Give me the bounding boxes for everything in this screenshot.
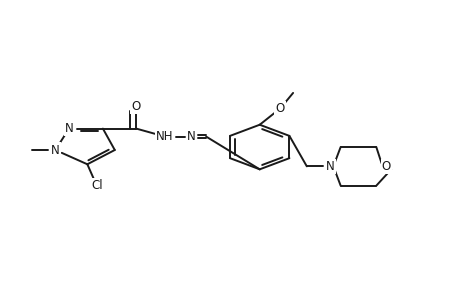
Text: N: N [51,143,60,157]
Text: N: N [325,160,334,173]
Text: N: N [65,122,73,135]
Text: NH: NH [156,130,174,143]
Text: O: O [275,102,284,115]
Text: N: N [186,130,195,143]
Text: O: O [131,100,140,112]
Text: Cl: Cl [91,179,103,192]
Text: O: O [381,160,390,173]
